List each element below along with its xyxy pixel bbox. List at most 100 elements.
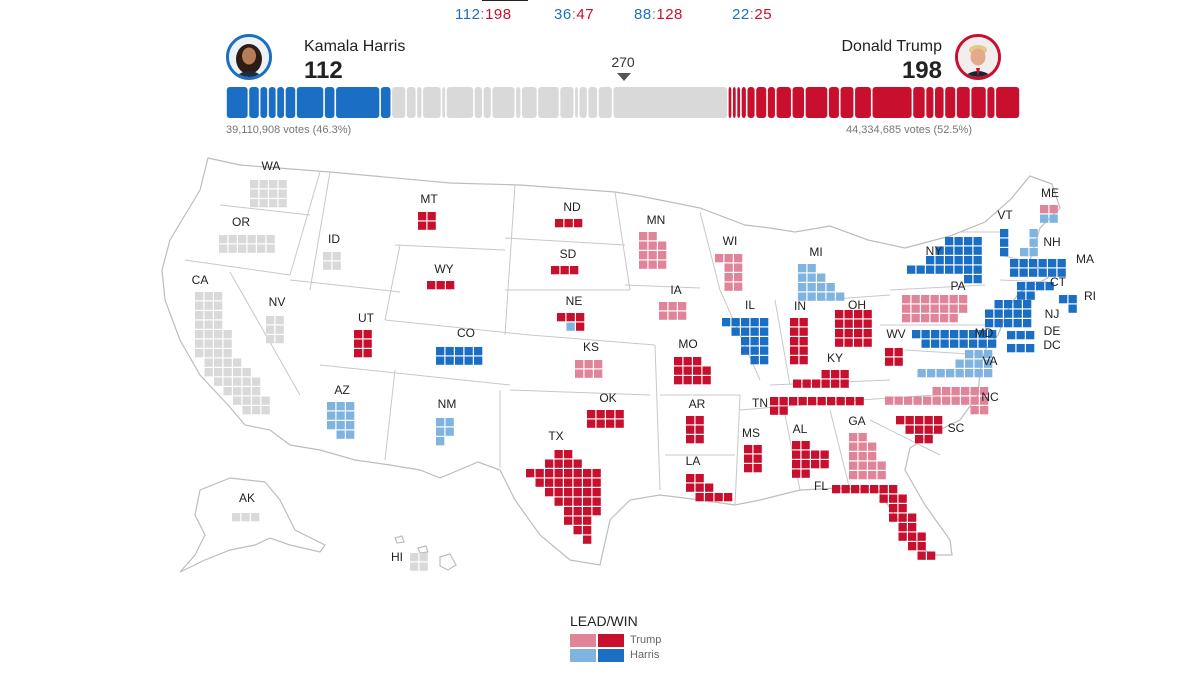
electoral-vote-tile[interactable] bbox=[658, 251, 667, 260]
state-nj-tiles[interactable] bbox=[985, 300, 1032, 328]
electoral-vote-tile[interactable] bbox=[275, 325, 284, 334]
electoral-vote-tile[interactable] bbox=[204, 301, 213, 310]
electoral-vote-tile[interactable] bbox=[564, 469, 573, 478]
electoral-vote-tile[interactable] bbox=[223, 349, 232, 358]
electoral-vote-tile[interactable] bbox=[242, 368, 251, 377]
electoral-vote-tile[interactable] bbox=[535, 478, 544, 487]
electoral-vote-tile[interactable] bbox=[455, 347, 464, 356]
electoral-vote-tile[interactable] bbox=[238, 244, 247, 253]
electoral-vote-tile[interactable] bbox=[214, 330, 223, 339]
electoral-vote-tile[interactable] bbox=[695, 483, 704, 492]
electoral-vote-tile[interactable] bbox=[336, 402, 345, 411]
trump-ev-segment[interactable] bbox=[872, 87, 912, 118]
electoral-vote-tile[interactable] bbox=[1048, 259, 1057, 268]
electoral-vote-tile[interactable] bbox=[863, 338, 872, 347]
electoral-vote-tile[interactable] bbox=[573, 507, 582, 516]
electoral-vote-tile[interactable] bbox=[223, 358, 232, 367]
electoral-vote-tile[interactable] bbox=[902, 304, 911, 313]
electoral-vote-tile[interactable] bbox=[741, 318, 750, 327]
electoral-vote-tile[interactable] bbox=[658, 260, 667, 269]
electoral-vote-tile[interactable] bbox=[410, 562, 419, 571]
electoral-vote-tile[interactable] bbox=[668, 302, 677, 311]
electoral-vote-tile[interactable] bbox=[695, 474, 704, 483]
electoral-vote-tile[interactable] bbox=[575, 369, 584, 378]
electoral-vote-tile[interactable] bbox=[678, 302, 687, 311]
electoral-vote-tile[interactable] bbox=[835, 310, 844, 319]
electoral-vote-tile[interactable] bbox=[863, 329, 872, 338]
electoral-vote-tile[interactable] bbox=[905, 416, 914, 425]
trump-ev-segment[interactable] bbox=[805, 87, 828, 118]
electoral-vote-tile[interactable] bbox=[731, 318, 740, 327]
electoral-vote-tile[interactable] bbox=[570, 266, 579, 275]
electoral-vote-tile[interactable] bbox=[931, 330, 940, 339]
electoral-vote-tile[interactable] bbox=[195, 339, 204, 348]
electoral-vote-tile[interactable] bbox=[965, 350, 974, 359]
undecided-ev-segment[interactable] bbox=[598, 87, 612, 118]
state-fl-tiles[interactable] bbox=[832, 485, 936, 560]
electoral-vote-tile[interactable] bbox=[908, 513, 917, 522]
harris-ev-segment[interactable] bbox=[296, 87, 324, 118]
electoral-vote-tile[interactable] bbox=[659, 311, 668, 320]
electoral-vote-tile[interactable] bbox=[695, 435, 704, 444]
electoral-vote-tile[interactable] bbox=[841, 485, 850, 494]
electoral-vote-tile[interactable] bbox=[898, 494, 907, 503]
electoral-vote-tile[interactable] bbox=[363, 330, 372, 339]
electoral-vote-tile[interactable] bbox=[583, 507, 592, 516]
electoral-vote-tile[interactable] bbox=[970, 387, 979, 396]
trump-ev-segment[interactable] bbox=[913, 87, 925, 118]
electoral-vote-tile[interactable] bbox=[446, 281, 455, 290]
electoral-vote-tile[interactable] bbox=[894, 348, 903, 357]
electoral-vote-tile[interactable] bbox=[686, 425, 695, 434]
electoral-vote-tile[interactable] bbox=[907, 265, 916, 274]
electoral-vote-tile[interactable] bbox=[964, 246, 973, 255]
electoral-vote-tile[interactable] bbox=[908, 523, 917, 532]
electoral-vote-tile[interactable] bbox=[195, 311, 204, 320]
electoral-vote-tile[interactable] bbox=[889, 504, 898, 513]
state-ct-tiles[interactable] bbox=[1017, 282, 1054, 300]
electoral-vote-tile[interactable] bbox=[1017, 282, 1026, 291]
electoral-vote-tile[interactable] bbox=[994, 300, 1003, 309]
electoral-vote-tile[interactable] bbox=[734, 273, 743, 282]
electoral-vote-tile[interactable] bbox=[573, 488, 582, 497]
trump-ev-segment[interactable] bbox=[747, 87, 755, 118]
electoral-vote-tile[interactable] bbox=[961, 396, 970, 405]
electoral-vote-tile[interactable] bbox=[242, 387, 251, 396]
electoral-vote-tile[interactable] bbox=[961, 387, 970, 396]
electoral-vote-tile[interactable] bbox=[1068, 304, 1077, 313]
electoral-vote-tile[interactable] bbox=[1017, 291, 1026, 300]
electoral-vote-tile[interactable] bbox=[695, 425, 704, 434]
electoral-vote-tile[interactable] bbox=[760, 356, 769, 365]
undecided-ev-segment[interactable] bbox=[442, 87, 446, 118]
electoral-vote-tile[interactable] bbox=[648, 251, 657, 260]
electoral-vote-tile[interactable] bbox=[790, 327, 799, 336]
state-id-tiles[interactable] bbox=[323, 252, 341, 270]
undecided-ev-segment[interactable] bbox=[516, 87, 521, 118]
undecided-ev-segment[interactable] bbox=[575, 87, 578, 118]
electoral-vote-tile[interactable] bbox=[836, 397, 845, 406]
electoral-vote-tile[interactable] bbox=[849, 452, 858, 461]
electoral-vote-tile[interactable] bbox=[1000, 229, 1009, 238]
electoral-vote-tile[interactable] bbox=[988, 339, 997, 348]
electoral-vote-tile[interactable] bbox=[346, 421, 355, 430]
electoral-vote-tile[interactable] bbox=[455, 356, 464, 365]
electoral-vote-tile[interactable] bbox=[1029, 268, 1038, 277]
electoral-vote-tile[interactable] bbox=[817, 397, 826, 406]
electoral-vote-tile[interactable] bbox=[445, 356, 454, 365]
harris-ev-segment[interactable] bbox=[277, 87, 285, 118]
electoral-vote-tile[interactable] bbox=[802, 379, 811, 388]
electoral-vote-tile[interactable] bbox=[840, 370, 849, 379]
electoral-vote-tile[interactable] bbox=[790, 346, 799, 355]
state-hi-tiles[interactable] bbox=[410, 553, 428, 571]
electoral-vote-tile[interactable] bbox=[1029, 248, 1038, 257]
electoral-vote-tile[interactable] bbox=[1000, 238, 1009, 247]
electoral-vote-tile[interactable] bbox=[1007, 344, 1016, 353]
electoral-vote-tile[interactable] bbox=[741, 346, 750, 355]
state-nh-tiles[interactable] bbox=[1020, 229, 1038, 257]
electoral-vote-tile[interactable] bbox=[592, 507, 601, 516]
electoral-vote-tile[interactable] bbox=[1023, 309, 1032, 318]
electoral-vote-tile[interactable] bbox=[868, 471, 877, 480]
electoral-vote-tile[interactable] bbox=[849, 442, 858, 451]
electoral-vote-tile[interactable] bbox=[724, 273, 733, 282]
electoral-vote-tile[interactable] bbox=[955, 359, 964, 368]
electoral-vote-tile[interactable] bbox=[978, 339, 987, 348]
